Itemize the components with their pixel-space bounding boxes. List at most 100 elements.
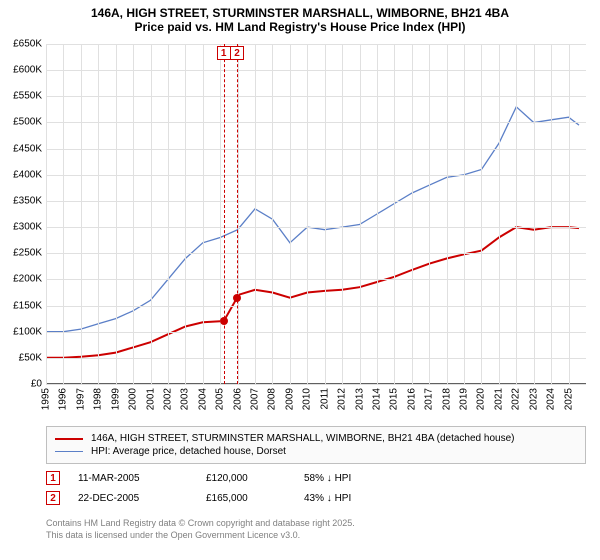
xtick-label: 2003	[180, 388, 191, 410]
grid-line-v	[412, 44, 413, 384]
price-marker	[220, 317, 228, 325]
grid-line-h	[46, 384, 586, 385]
xtick-label: 2005	[215, 388, 226, 410]
xtick-label: 2016	[406, 388, 417, 410]
xtick-label: 2012	[337, 388, 348, 410]
xtick-label: 2017	[424, 388, 435, 410]
grid-line-v	[307, 44, 308, 384]
grid-line-v	[168, 44, 169, 384]
grid-line-v	[220, 44, 221, 384]
event-row: 111-MAR-2005£120,00058% ↓ HPI	[46, 468, 586, 488]
xtick-label: 2019	[459, 388, 470, 410]
ytick-label: £300K	[13, 222, 42, 233]
grid-line-v	[151, 44, 152, 384]
grid-line-v	[185, 44, 186, 384]
grid-line-v	[203, 44, 204, 384]
xtick-label: 2011	[319, 388, 330, 410]
chart-container: 146A, HIGH STREET, STURMINSTER MARSHALL,…	[0, 0, 600, 560]
legend-label-hpi: HPI: Average price, detached house, Dors…	[91, 446, 286, 457]
xtick-label: 1999	[110, 388, 121, 410]
event-price: £165,000	[206, 493, 286, 504]
grid-line-v	[447, 44, 448, 384]
xtick-label: 2023	[528, 388, 539, 410]
ytick-label: £200K	[13, 274, 42, 285]
event-diff: 43% ↓ HPI	[304, 493, 586, 504]
xtick-label: 2022	[511, 388, 522, 410]
xtick-label: 2025	[563, 388, 574, 410]
grid-line-v	[81, 44, 82, 384]
xtick-label: 1995	[41, 388, 52, 410]
event-num-box: 1	[46, 471, 60, 485]
legend: 146A, HIGH STREET, STURMINSTER MARSHALL,…	[46, 426, 586, 464]
xtick-label: 1998	[93, 388, 104, 410]
series-layer	[46, 44, 586, 384]
xtick-label: 2018	[441, 388, 452, 410]
xtick-label: 2009	[284, 388, 295, 410]
xtick-label: 2015	[389, 388, 400, 410]
title-line1: 146A, HIGH STREET, STURMINSTER MARSHALL,…	[8, 6, 592, 20]
xtick-label: 2020	[476, 388, 487, 410]
grid-line-v	[551, 44, 552, 384]
xtick-label: 2021	[493, 388, 504, 410]
xtick-label: 1996	[58, 388, 69, 410]
xtick-label: 2007	[250, 388, 261, 410]
grid-line-h	[46, 122, 586, 123]
grid-line-v	[569, 44, 570, 384]
event-vline-number: 2	[230, 46, 244, 60]
ytick-label: £250K	[13, 248, 42, 259]
ytick-label: £50K	[19, 352, 42, 363]
grid-line-h	[46, 279, 586, 280]
grid-line-v	[516, 44, 517, 384]
ytick-label: £600K	[13, 65, 42, 76]
grid-line-h	[46, 332, 586, 333]
grid-line-v	[325, 44, 326, 384]
grid-line-h	[46, 358, 586, 359]
xtick-label: 2008	[267, 388, 278, 410]
grid-line-v	[133, 44, 134, 384]
grid-line-v	[377, 44, 378, 384]
event-price: £120,000	[206, 473, 286, 484]
grid-line-h	[46, 175, 586, 176]
footer-line2: This data is licensed under the Open Gov…	[46, 530, 586, 542]
grid-line-v	[290, 44, 291, 384]
grid-line-v	[272, 44, 273, 384]
xtick-label: 2004	[197, 388, 208, 410]
grid-line-h	[46, 201, 586, 202]
legend-swatch-hpi	[55, 451, 83, 452]
event-row: 222-DEC-2005£165,00043% ↓ HPI	[46, 488, 586, 508]
legend-swatch-price	[55, 438, 83, 440]
grid-line-v	[360, 44, 361, 384]
event-vline-number: 1	[217, 46, 231, 60]
events-table: 111-MAR-2005£120,00058% ↓ HPI222-DEC-200…	[46, 468, 586, 508]
event-date: 11-MAR-2005	[78, 473, 188, 484]
xtick-label: 2006	[232, 388, 243, 410]
grid-line-h	[46, 96, 586, 97]
xtick-label: 2001	[145, 388, 156, 410]
ytick-label: £650K	[13, 39, 42, 50]
plot-area: £0£50K£100K£150K£200K£250K£300K£350K£400…	[46, 44, 586, 384]
grid-line-h	[46, 227, 586, 228]
ytick-label: £150K	[13, 300, 42, 311]
grid-line-v	[429, 44, 430, 384]
grid-line-v	[255, 44, 256, 384]
xtick-label: 2014	[371, 388, 382, 410]
grid-line-v	[98, 44, 99, 384]
grid-line-v	[394, 44, 395, 384]
event-date: 22-DEC-2005	[78, 493, 188, 504]
grid-line-v	[481, 44, 482, 384]
grid-line-v	[63, 44, 64, 384]
grid-line-v	[342, 44, 343, 384]
ytick-label: £500K	[13, 117, 42, 128]
xtick-label: 2000	[128, 388, 139, 410]
grid-line-h	[46, 306, 586, 307]
legend-item-hpi: HPI: Average price, detached house, Dors…	[55, 445, 577, 458]
footer-line1: Contains HM Land Registry data © Crown c…	[46, 518, 586, 530]
ytick-label: £400K	[13, 169, 42, 180]
ytick-label: £450K	[13, 143, 42, 154]
grid-line-v	[499, 44, 500, 384]
grid-line-h	[46, 149, 586, 150]
grid-line-h	[46, 253, 586, 254]
legend-item-price: 146A, HIGH STREET, STURMINSTER MARSHALL,…	[55, 432, 577, 445]
grid-line-v	[46, 44, 47, 384]
legend-label-price: 146A, HIGH STREET, STURMINSTER MARSHALL,…	[91, 433, 514, 444]
